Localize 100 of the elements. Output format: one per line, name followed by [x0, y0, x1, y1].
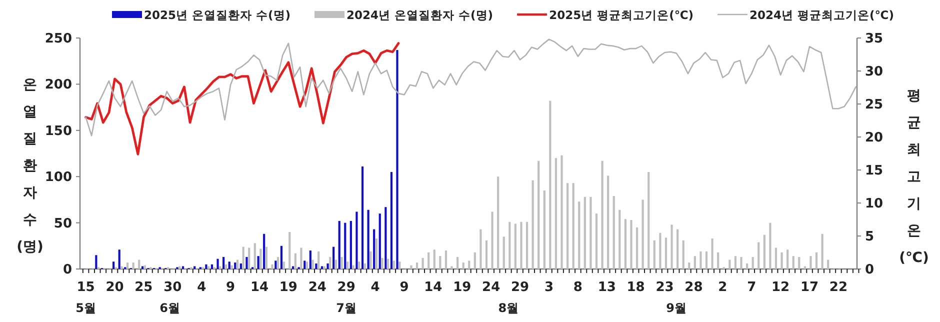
bar [138, 260, 140, 269]
bar [590, 196, 592, 269]
y2-tick-label: 35 [865, 32, 884, 46]
bar [462, 262, 464, 269]
bar [323, 266, 326, 269]
bar [178, 266, 181, 269]
bar [208, 266, 210, 269]
x-tick-label: 17 [800, 280, 819, 295]
y-tick-label: 150 [44, 124, 72, 139]
bar [254, 243, 256, 269]
bar [338, 220, 340, 269]
bar [240, 263, 242, 269]
bar [676, 229, 679, 269]
x-tick-label: 2 [718, 280, 728, 295]
bar [222, 256, 225, 269]
bar [433, 250, 436, 269]
bar [439, 256, 442, 269]
bar [642, 200, 644, 269]
bar [566, 183, 569, 269]
bar [717, 252, 720, 269]
bar [236, 260, 239, 269]
bar [700, 251, 702, 269]
bar [344, 222, 346, 269]
bar [246, 256, 248, 269]
bar [468, 260, 470, 269]
bar [350, 220, 352, 269]
bar [274, 260, 277, 269]
x-tick-label: 3 [544, 280, 554, 295]
bar [396, 50, 398, 269]
bar [248, 248, 250, 269]
bar [746, 263, 748, 269]
bar [144, 265, 146, 269]
bar [804, 266, 806, 269]
bar [607, 176, 610, 269]
bar [280, 246, 282, 269]
bar [595, 214, 598, 269]
x-tick-label: 28 [684, 280, 703, 295]
bar [304, 260, 306, 269]
bar [367, 210, 370, 269]
x-tick-label: 12 [772, 280, 790, 295]
bar [373, 229, 376, 269]
bar [428, 252, 430, 269]
bar [361, 166, 364, 269]
bar [670, 224, 673, 269]
bar [572, 183, 574, 269]
x-tick-label: 30 [164, 280, 182, 295]
bar [329, 256, 332, 269]
bar [112, 262, 115, 269]
bar [216, 258, 219, 269]
bar [456, 256, 459, 269]
bar [263, 234, 266, 269]
bar [485, 240, 488, 269]
bar [810, 256, 812, 269]
bar [384, 207, 387, 269]
bar [682, 240, 684, 269]
bar [554, 158, 558, 269]
y2-tick-label: 5 [865, 230, 874, 244]
bar [752, 256, 754, 269]
bar [334, 260, 338, 269]
bar [352, 265, 354, 269]
bar [514, 224, 516, 269]
bar [95, 255, 98, 269]
bar [763, 234, 766, 269]
x-tick-label: 19 [453, 280, 472, 295]
bar [282, 262, 285, 269]
bar [306, 262, 308, 269]
bar [497, 176, 500, 269]
y2-tick-label: 30 [865, 64, 884, 80]
bar [653, 240, 656, 269]
bar [398, 262, 401, 269]
bar [318, 251, 320, 269]
x-tick-label: 9 [400, 280, 409, 295]
x-tick-label: 25 [134, 280, 153, 295]
bar [194, 266, 196, 269]
text: 7월 [336, 301, 357, 315]
text: 8월 [498, 301, 519, 315]
x-tick-label: 29 [510, 280, 530, 295]
bar [224, 264, 227, 269]
x-tick-label: 15 [76, 280, 95, 295]
x-tick-label: 7 [747, 280, 756, 295]
bar [491, 212, 494, 269]
bar [618, 210, 621, 269]
bar [387, 258, 390, 269]
bar [711, 238, 714, 269]
y-tick-label: 250 [44, 32, 72, 46]
bar [538, 160, 540, 269]
bar [774, 248, 778, 269]
bar [532, 180, 534, 269]
bar [210, 264, 214, 269]
x-tick-label: 4 [370, 280, 380, 295]
bar [688, 262, 690, 269]
bar [549, 100, 552, 269]
x-tick-label: 22 [829, 280, 848, 295]
bar [356, 212, 358, 269]
bar [827, 260, 830, 269]
bar [228, 262, 230, 269]
y-tick-label: 50 [54, 216, 72, 232]
bar [792, 256, 794, 269]
bar [309, 250, 312, 269]
bar [126, 262, 129, 269]
